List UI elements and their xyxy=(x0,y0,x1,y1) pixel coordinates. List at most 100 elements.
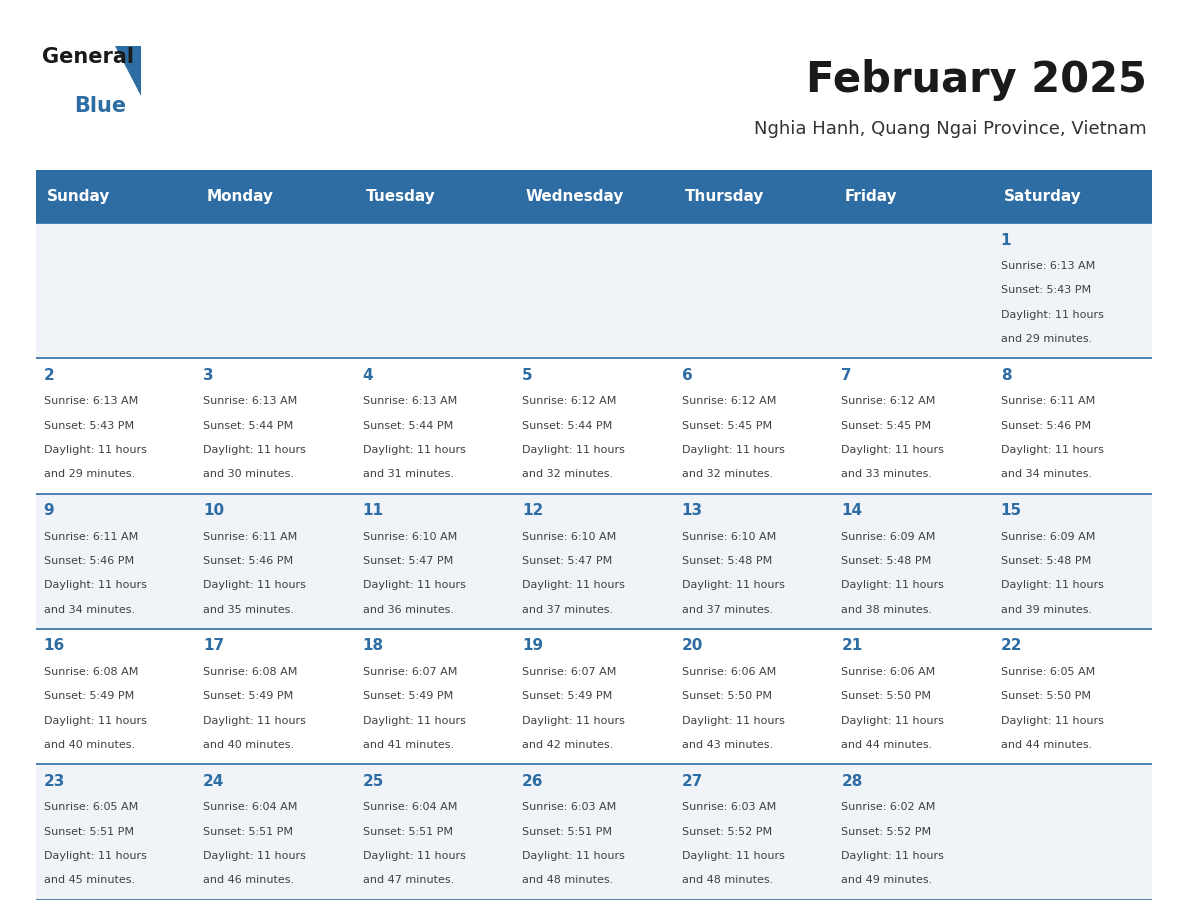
Text: Sunset: 5:51 PM: Sunset: 5:51 PM xyxy=(362,826,453,836)
Text: 5: 5 xyxy=(523,368,533,383)
Text: Sunrise: 6:05 AM: Sunrise: 6:05 AM xyxy=(1000,666,1095,677)
Text: Sunset: 5:49 PM: Sunset: 5:49 PM xyxy=(523,691,613,701)
Text: and 37 minutes.: and 37 minutes. xyxy=(682,605,773,615)
Text: 20: 20 xyxy=(682,639,703,654)
Text: Sunset: 5:43 PM: Sunset: 5:43 PM xyxy=(1000,285,1091,296)
Text: Sunrise: 6:07 AM: Sunrise: 6:07 AM xyxy=(523,666,617,677)
Text: Sunset: 5:48 PM: Sunset: 5:48 PM xyxy=(1000,556,1091,565)
Text: Friday: Friday xyxy=(845,189,897,204)
Bar xyxy=(36,765,1152,900)
Text: Daylight: 11 hours: Daylight: 11 hours xyxy=(362,580,466,590)
Text: Sunrise: 6:08 AM: Sunrise: 6:08 AM xyxy=(44,666,138,677)
Text: 10: 10 xyxy=(203,503,225,518)
Text: 27: 27 xyxy=(682,774,703,789)
Text: Sunrise: 6:13 AM: Sunrise: 6:13 AM xyxy=(203,397,297,407)
Text: Sunrise: 6:03 AM: Sunrise: 6:03 AM xyxy=(682,802,776,812)
Text: General: General xyxy=(42,48,133,67)
Text: Tuesday: Tuesday xyxy=(366,189,436,204)
Text: and 34 minutes.: and 34 minutes. xyxy=(44,605,134,615)
Text: 1: 1 xyxy=(1000,232,1011,248)
Text: Sunrise: 6:10 AM: Sunrise: 6:10 AM xyxy=(362,532,457,542)
Text: Sunset: 5:50 PM: Sunset: 5:50 PM xyxy=(682,691,772,701)
Text: 22: 22 xyxy=(1000,639,1023,654)
Text: and 44 minutes.: and 44 minutes. xyxy=(841,740,933,750)
Text: and 29 minutes.: and 29 minutes. xyxy=(1000,334,1092,344)
Text: Daylight: 11 hours: Daylight: 11 hours xyxy=(1000,580,1104,590)
Text: and 33 minutes.: and 33 minutes. xyxy=(841,469,933,479)
Text: Sunrise: 6:07 AM: Sunrise: 6:07 AM xyxy=(362,666,457,677)
Text: Sunrise: 6:11 AM: Sunrise: 6:11 AM xyxy=(1000,397,1095,407)
Text: Daylight: 11 hours: Daylight: 11 hours xyxy=(362,445,466,455)
Text: Daylight: 11 hours: Daylight: 11 hours xyxy=(523,716,625,725)
Text: 13: 13 xyxy=(682,503,703,518)
Text: Sunset: 5:44 PM: Sunset: 5:44 PM xyxy=(523,420,613,431)
Text: Daylight: 11 hours: Daylight: 11 hours xyxy=(523,580,625,590)
Text: and 49 minutes.: and 49 minutes. xyxy=(841,875,933,885)
Text: 3: 3 xyxy=(203,368,214,383)
Text: Daylight: 11 hours: Daylight: 11 hours xyxy=(841,716,944,725)
Text: and 31 minutes.: and 31 minutes. xyxy=(362,469,454,479)
Text: Sunrise: 6:11 AM: Sunrise: 6:11 AM xyxy=(44,532,138,542)
Text: Wednesday: Wednesday xyxy=(525,189,624,204)
Text: Sunset: 5:48 PM: Sunset: 5:48 PM xyxy=(841,556,931,565)
Text: Blue: Blue xyxy=(74,95,126,116)
Text: and 41 minutes.: and 41 minutes. xyxy=(362,740,454,750)
Text: 28: 28 xyxy=(841,774,862,789)
Text: Sunrise: 6:10 AM: Sunrise: 6:10 AM xyxy=(523,532,617,542)
Text: Sunset: 5:52 PM: Sunset: 5:52 PM xyxy=(682,826,772,836)
Text: and 36 minutes.: and 36 minutes. xyxy=(362,605,454,615)
Text: 19: 19 xyxy=(523,639,543,654)
Text: Sunrise: 6:02 AM: Sunrise: 6:02 AM xyxy=(841,802,936,812)
Text: Nghia Hanh, Quang Ngai Province, Vietnam: Nghia Hanh, Quang Ngai Province, Vietnam xyxy=(754,120,1146,138)
Text: Sunrise: 6:03 AM: Sunrise: 6:03 AM xyxy=(523,802,617,812)
Text: Monday: Monday xyxy=(207,189,273,204)
Bar xyxy=(36,629,1152,765)
Text: and 44 minutes.: and 44 minutes. xyxy=(1000,740,1092,750)
Text: Daylight: 11 hours: Daylight: 11 hours xyxy=(1000,445,1104,455)
Polygon shape xyxy=(115,46,141,95)
Text: and 42 minutes.: and 42 minutes. xyxy=(523,740,613,750)
Text: 2: 2 xyxy=(44,368,55,383)
Bar xyxy=(36,223,1152,358)
Text: and 34 minutes.: and 34 minutes. xyxy=(1000,469,1092,479)
Text: Sunset: 5:51 PM: Sunset: 5:51 PM xyxy=(523,826,612,836)
Text: and 46 minutes.: and 46 minutes. xyxy=(203,875,295,885)
Text: Sunday: Sunday xyxy=(46,189,110,204)
Text: Daylight: 11 hours: Daylight: 11 hours xyxy=(362,851,466,861)
Text: Sunset: 5:46 PM: Sunset: 5:46 PM xyxy=(203,556,293,565)
Text: Daylight: 11 hours: Daylight: 11 hours xyxy=(682,716,784,725)
Text: Sunset: 5:47 PM: Sunset: 5:47 PM xyxy=(523,556,613,565)
Text: Daylight: 11 hours: Daylight: 11 hours xyxy=(841,580,944,590)
Text: Sunset: 5:43 PM: Sunset: 5:43 PM xyxy=(44,420,134,431)
Text: and 45 minutes.: and 45 minutes. xyxy=(44,875,134,885)
Text: Sunset: 5:44 PM: Sunset: 5:44 PM xyxy=(203,420,293,431)
Text: Sunrise: 6:13 AM: Sunrise: 6:13 AM xyxy=(1000,261,1095,271)
Text: Sunrise: 6:04 AM: Sunrise: 6:04 AM xyxy=(362,802,457,812)
Text: and 37 minutes.: and 37 minutes. xyxy=(523,605,613,615)
Text: and 32 minutes.: and 32 minutes. xyxy=(523,469,613,479)
Text: Daylight: 11 hours: Daylight: 11 hours xyxy=(203,580,307,590)
Text: Daylight: 11 hours: Daylight: 11 hours xyxy=(203,851,307,861)
Text: and 48 minutes.: and 48 minutes. xyxy=(523,875,613,885)
Text: Daylight: 11 hours: Daylight: 11 hours xyxy=(1000,716,1104,725)
Text: 17: 17 xyxy=(203,639,225,654)
Text: Daylight: 11 hours: Daylight: 11 hours xyxy=(44,580,146,590)
Text: Sunset: 5:48 PM: Sunset: 5:48 PM xyxy=(682,556,772,565)
Text: Daylight: 11 hours: Daylight: 11 hours xyxy=(841,851,944,861)
Text: and 40 minutes.: and 40 minutes. xyxy=(44,740,134,750)
Text: Sunset: 5:49 PM: Sunset: 5:49 PM xyxy=(203,691,293,701)
Text: Sunset: 5:51 PM: Sunset: 5:51 PM xyxy=(203,826,293,836)
Text: Daylight: 11 hours: Daylight: 11 hours xyxy=(1000,309,1104,319)
Text: February 2025: February 2025 xyxy=(805,59,1146,101)
Text: 25: 25 xyxy=(362,774,384,789)
Text: Sunset: 5:49 PM: Sunset: 5:49 PM xyxy=(362,691,453,701)
Text: and 29 minutes.: and 29 minutes. xyxy=(44,469,135,479)
Text: Daylight: 11 hours: Daylight: 11 hours xyxy=(203,445,307,455)
Text: Sunset: 5:50 PM: Sunset: 5:50 PM xyxy=(1000,691,1091,701)
Text: Sunrise: 6:09 AM: Sunrise: 6:09 AM xyxy=(841,532,936,542)
Text: Sunset: 5:47 PM: Sunset: 5:47 PM xyxy=(362,556,453,565)
Text: 9: 9 xyxy=(44,503,55,518)
Text: and 32 minutes.: and 32 minutes. xyxy=(682,469,773,479)
Text: 15: 15 xyxy=(1000,503,1022,518)
Text: Sunrise: 6:06 AM: Sunrise: 6:06 AM xyxy=(682,666,776,677)
